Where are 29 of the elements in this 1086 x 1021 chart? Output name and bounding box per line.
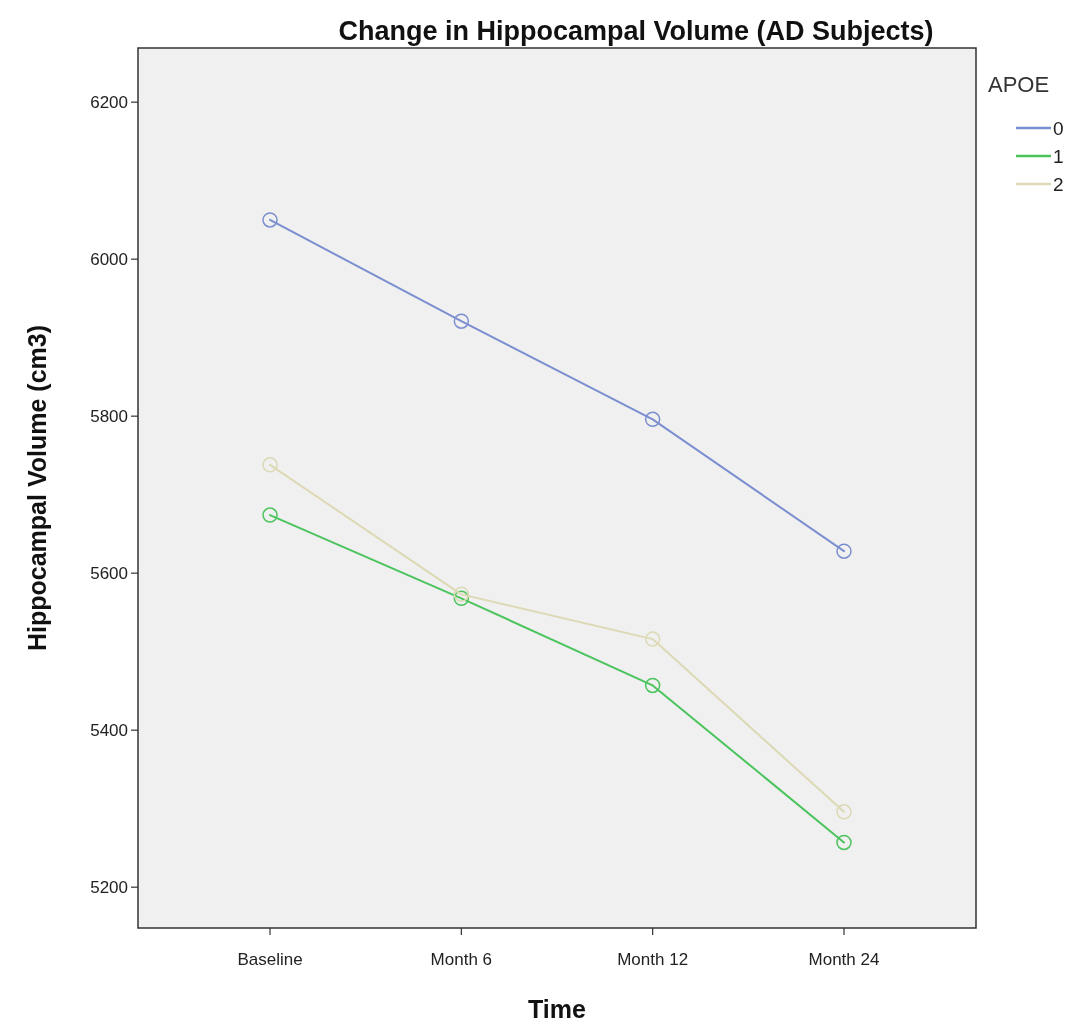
point	[836, 543, 852, 559]
y-tick-label: 5200	[90, 878, 128, 898]
x-axis-title: Time	[528, 995, 587, 1021]
legend-label: 2	[1053, 173, 1064, 195]
chart-title: Change in Hippocampal Volume (AD Subjects)	[338, 16, 934, 46]
point	[453, 590, 470, 607]
y-tick-label: 5400	[90, 721, 128, 741]
x-tick-label: Month 24	[808, 950, 880, 969]
legend-label: 0	[1053, 117, 1064, 139]
x-tick-label: Month 6	[430, 950, 493, 969]
point	[262, 507, 278, 523]
point	[262, 212, 278, 228]
point	[836, 834, 852, 851]
point	[644, 677, 661, 694]
point	[644, 631, 661, 647]
y-axis-title: Hippocampal Volume (cm3)	[23, 325, 51, 651]
point	[262, 457, 278, 473]
y-tick-label: 6000	[90, 250, 128, 270]
point	[644, 411, 661, 428]
point	[453, 313, 470, 329]
point	[453, 586, 470, 603]
legend-label: 1	[1053, 145, 1064, 167]
y-tick-label: 5600	[90, 564, 128, 584]
x-tick-label: Baseline	[237, 950, 303, 969]
point	[836, 804, 852, 820]
y-tick-label: 5800	[90, 407, 128, 427]
legend-title: APOE	[988, 72, 1050, 97]
y-tick-label: 6200	[90, 93, 128, 113]
x-tick-label: Month 12	[617, 950, 689, 969]
